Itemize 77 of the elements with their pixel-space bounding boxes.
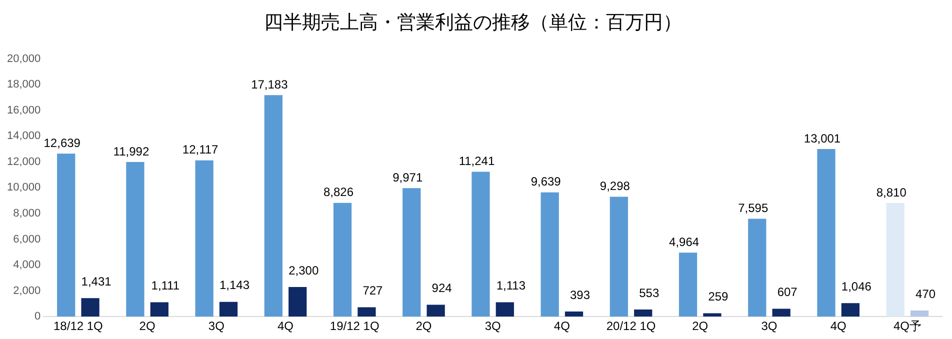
bar: [195, 160, 214, 317]
x-tick-label: 2Q: [139, 319, 156, 334]
data-label: 12,117: [182, 142, 219, 157]
bar: [333, 202, 352, 317]
bar: [817, 149, 836, 317]
y-tick-label: 8,000: [13, 208, 41, 220]
bar: [426, 304, 445, 317]
data-label: 8,826: [324, 185, 354, 200]
bar: [150, 302, 168, 317]
x-tick-label: 4Q: [830, 319, 846, 334]
data-label: 13,001: [804, 131, 841, 146]
bar: [358, 307, 376, 317]
y-tick-label: 2,000: [13, 284, 41, 297]
bar: [634, 309, 652, 317]
bar: [772, 308, 790, 317]
bar: [564, 312, 584, 317]
data-label: 1,113: [496, 278, 526, 293]
x-tick-label: 20/12 1Q: [606, 319, 656, 334]
x-tick-label: 19/12 1Q: [330, 319, 380, 334]
bar: [678, 252, 698, 317]
data-label: 470: [916, 286, 936, 301]
bar: [57, 154, 76, 317]
data-label: 12,639: [44, 136, 81, 150]
data-label: 259: [708, 290, 729, 304]
data-label: 11,992: [113, 144, 150, 158]
bar: [703, 313, 722, 317]
x-tick-label: 3Q: [761, 319, 778, 334]
bar: [264, 95, 282, 317]
bar: [219, 302, 238, 317]
bar: [841, 303, 860, 317]
x-tick-label: 3Q: [484, 319, 501, 334]
data-label: 607: [777, 285, 798, 300]
data-label: 11,241: [458, 154, 495, 168]
data-label: 393: [570, 288, 590, 302]
x-tick-label: 4Q予: [893, 319, 922, 334]
data-label: 1,143: [219, 278, 250, 292]
x-tick-label: 2Q: [416, 319, 432, 334]
data-label: 9,971: [392, 170, 423, 184]
data-label: 1,046: [841, 279, 872, 294]
bar: [496, 302, 514, 317]
data-label: 4,964: [669, 234, 700, 249]
bar: [886, 203, 904, 317]
y-tick-label: 16,000: [6, 104, 41, 116]
x-tick-label: 3Q: [208, 319, 224, 334]
data-label: 1,431: [81, 274, 112, 288]
y-tick-label: 14,000: [6, 130, 41, 142]
bar: [472, 172, 490, 317]
data-label: 924: [432, 281, 452, 295]
bar: [288, 286, 307, 317]
y-tick-label: 18,000: [6, 78, 41, 91]
y-tick-label: 6,000: [13, 233, 41, 246]
data-label: 17,183: [251, 77, 288, 92]
chart-title: 四半期売上高・営業利益の推移（単位：百万円）: [264, 12, 682, 34]
data-label: 727: [362, 284, 384, 298]
x-tick-label: 4Q: [554, 319, 570, 334]
bar: [748, 218, 766, 317]
data-label: 2,300: [288, 263, 319, 278]
y-tick-label: 12,000: [6, 156, 41, 168]
data-label: 8,810: [876, 185, 907, 200]
bar: [610, 196, 628, 317]
y-tick-label: 20,000: [6, 52, 41, 65]
data-label: 9,298: [600, 179, 630, 194]
data-label: 9,639: [530, 174, 562, 189]
bar: [910, 310, 929, 317]
y-tick-label: 0: [34, 310, 41, 323]
data-label: 1,111: [151, 278, 180, 293]
bar: [402, 188, 421, 317]
bar: [81, 298, 100, 317]
y-tick-label: 4,000: [13, 259, 41, 272]
x-tick-label: 4Q: [278, 319, 294, 334]
bar: [540, 192, 559, 317]
bar: [126, 162, 144, 317]
data-label: 7,595: [738, 201, 768, 216]
y-tick-label: 10,000: [6, 182, 41, 194]
data-label: 553: [639, 286, 660, 300]
x-tick-label: 18/12 1Q: [54, 319, 103, 334]
x-tick-label: 2Q: [692, 319, 708, 334]
